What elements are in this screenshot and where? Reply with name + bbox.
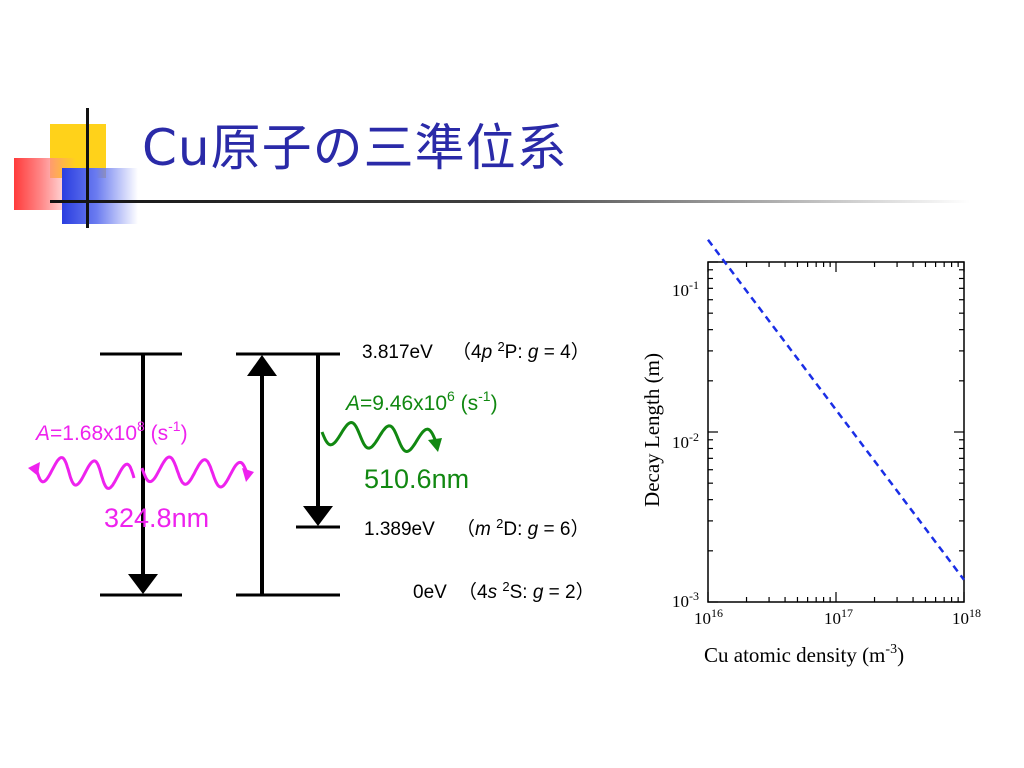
uv-photon-arrowhead-left	[28, 462, 40, 476]
uv-rate-label: A=1.68x108 (s-1)	[34, 418, 188, 445]
y-tick-label-1e-2: 10-2	[672, 430, 699, 452]
level-ground-energy: 0eV	[413, 582, 447, 603]
plot-frame	[707, 261, 965, 603]
level-upper-state: （4p 2P: g = 4）	[452, 339, 590, 363]
y-tick-label-1e-1: 10-1	[672, 278, 699, 300]
green-emission-arrow	[303, 354, 333, 526]
y-tick-label-1e-3: 10-3	[672, 589, 699, 611]
uv-emission-arrow	[128, 354, 158, 594]
level-upper-energy: 3.817eV	[362, 342, 433, 363]
green-photon-arrowhead	[428, 438, 442, 452]
green-wavelength-label: 510.6nm	[364, 464, 469, 494]
level-middle-state: （m 2D: g = 6）	[456, 516, 589, 540]
uv-wavelength-label: 324.8nm	[104, 503, 209, 533]
minor-ticks	[708, 262, 964, 602]
deco-blue-square	[62, 168, 138, 224]
green-photon-wave	[320, 420, 438, 454]
uv-photon-wave-right	[140, 455, 250, 489]
uv-photon-wave-left	[34, 456, 136, 490]
absorption-arrow	[247, 355, 277, 595]
x-tick-label-1e17: 1017	[824, 606, 853, 628]
x-axis-label: Cu atomic density (m-3)	[704, 642, 904, 667]
level-middle-energy: 1.389eV	[364, 519, 435, 540]
major-ticks	[707, 261, 965, 603]
data-series-line	[707, 239, 965, 581]
deco-vertical-line	[86, 108, 89, 228]
title-underline	[50, 200, 970, 203]
slide-title: Cu原子の三準位系	[142, 119, 568, 177]
y-axis-label: Decay Length (m)	[640, 353, 664, 507]
uv-photon-arrowhead-right	[242, 468, 254, 482]
level-ground-state: （4s 2S: g = 2）	[458, 579, 595, 603]
x-tick-label-1e18: 1018	[952, 606, 981, 628]
green-rate-label: A=9.46x106 (s-1)	[344, 388, 498, 415]
x-tick-label-1e16: 1016	[694, 606, 723, 628]
